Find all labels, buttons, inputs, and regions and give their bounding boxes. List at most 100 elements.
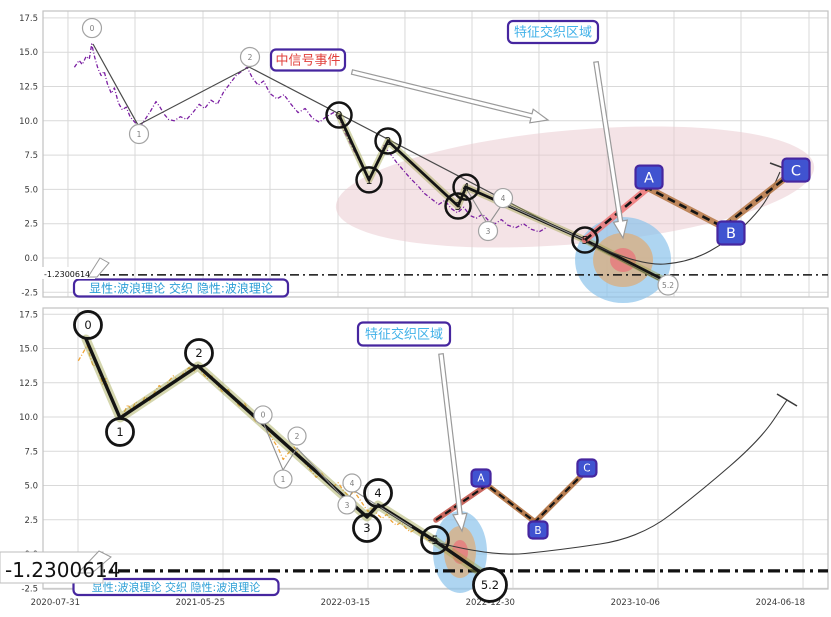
explicit-implicit-theory-label-box [72,577,280,597]
abc-label-a: A [634,164,664,190]
black-wave-circle [105,417,135,447]
highlight-ellipse [335,126,815,248]
abc-label-a: A [470,468,492,488]
grey-wave-label: 0 [90,24,95,33]
abc-label-box [470,468,492,488]
x-tick-label: 2024-06-18 [756,598,805,608]
threshold-flag-icon [76,550,112,574]
x-tick-label: 2020-07-31 [31,598,80,608]
grey-wave-label: 3 [345,501,350,510]
grey-wave-circle [128,123,150,145]
y-tick-label: 17.5 [19,14,38,24]
feature-interweave-label-text: 特征交织区域 [365,327,443,343]
interweave-arrow-icon [593,61,629,240]
threshold-value-label: -1.2300614 [44,270,90,279]
abc-underlay-segment [433,482,490,523]
feature-interweave-label-box [506,19,600,45]
explicit-implicit-theory-label: 显性:波浪理论 交织 隐性:波浪理论 [72,577,280,597]
y-tick-label: 5.0 [24,185,38,195]
abc-label-text: A [477,473,485,485]
grey-wave-label: 4 [350,479,355,488]
grey-wave-circle [657,274,679,296]
y-tick-label: 10.0 [19,117,38,127]
black-wave-label: 2 [195,346,202,360]
abc-wave [433,467,590,525]
black-wave-circle [374,127,402,155]
signal-arrow-icon [350,69,550,124]
black-wave-label: 5.2 [481,578,499,592]
abc-label-c: C [576,458,598,478]
feature-interweave-label: 特征交织区域 [356,321,452,347]
y-tick-label: 15.0 [19,345,38,355]
black-wave-label: 4 [463,181,470,194]
grey-wave-circle [81,17,103,39]
black-wave-circle [363,478,393,508]
black-wave-circle [420,525,450,555]
black-wave-label: 0 [336,109,343,122]
x-axis-labels-bottom: 2020-07-31 2021-05-25 2022-03-15 2022-12-30… [31,598,805,608]
abc-label-text: C [791,163,801,179]
abc-label-text: B [534,525,541,537]
y-tick-label: 12.5 [19,379,38,389]
panel-border [42,10,829,298]
black-wave-label: 5 [431,533,438,547]
abc-label-b: B [527,520,549,540]
abc-label-text: A [644,170,654,186]
feature-interweave-label-box [356,321,452,347]
grey-wave-labels: 0 1 2 3 4 [253,405,362,515]
black-wave-circle [184,338,214,368]
projection-curve [427,399,788,555]
grey-wave-circle [477,220,499,242]
black-wave-circle [472,567,508,603]
wave-main-glow [81,334,488,579]
grey-wave-circle [239,46,261,68]
abc-dashed-line [435,469,588,524]
y-tick-label: 12.5 [19,83,38,93]
y-axis-labels-top: 17.5 15.0 12.5 10.0 7.5 5.0 2.5 0.0 -2.5 [19,14,38,298]
feature-interweave-label: 特征交织区域 [506,19,600,45]
x-tick-label: 2023-10-06 [611,598,660,608]
black-wave-circle [73,310,103,340]
y-tick-label: -2.5 [21,584,38,594]
y-tick-label: 0.0 [24,254,38,264]
black-wave-label: 3 [455,200,462,213]
black-wave-label: 4 [374,486,381,500]
x-tick-label: 2021-05-25 [176,598,225,608]
black-wave-label: 0 [84,318,91,332]
y-tick-label: 17.5 [19,310,38,320]
abc-label-box [576,458,598,478]
abc-label-c: C [781,157,811,183]
grey-wave-label: 1 [137,130,142,139]
abc-label-text: B [726,226,736,242]
grey-wave-circle [337,495,357,515]
mid-signal-event-label: 中信号事件 [269,48,347,72]
panel-top: 17.515.012.510.07.55.02.50.0-2.5012345.2… [19,10,829,304]
grey-wave-label: 1 [281,475,286,484]
abc-label-box [634,164,664,190]
y-tick-label: 7.5 [24,447,38,457]
grey-wave-circle [342,473,362,493]
threshold-label-bottom: -1.2300614 [0,550,120,584]
grey-wave-label: 2 [248,53,253,62]
grey-wave-circle [253,405,273,425]
grey-wave-circle [287,426,307,446]
black-wave-circle [452,173,480,201]
y-tick-label: 7.5 [24,151,38,161]
black-wave-label: 5 [581,234,588,247]
wave-sub-degree [262,421,413,528]
black-wave-circle [352,513,382,543]
black-wave-circle [325,101,353,129]
interweave-arrow-icon [438,353,468,533]
explicit-implicit-theory-label-text: 显性:波浪理论 交织 隐性:波浪理论 [92,580,260,594]
black-wave-circle [571,226,599,254]
explicit-implicit-theory-label: 显性:波浪理论 交织 隐性:波浪理论 [72,278,290,298]
abc-label-b: B [716,220,746,246]
y-tick-label: 15.0 [19,48,38,58]
grey-wave-label: 2 [295,432,300,441]
explicit-implicit-theory-label-box [72,278,290,298]
mid-signal-event-label-box [269,48,347,72]
panel-bottom: 17.515.012.510.07.55.02.50.0-2.52020-07-… [0,307,829,608]
y-tick-label: 10.0 [19,413,38,423]
